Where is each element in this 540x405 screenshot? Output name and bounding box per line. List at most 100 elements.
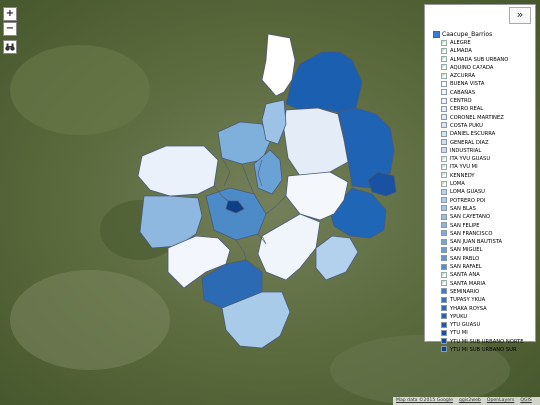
legend-item: GENERAL DIAZ bbox=[441, 139, 524, 147]
barrio-region[interactable] bbox=[283, 107, 349, 177]
attribution-link[interactable]: OpenLayers bbox=[486, 398, 515, 403]
legend-item: ALEGRE bbox=[441, 39, 524, 47]
legend-item: ALMADA bbox=[441, 47, 524, 55]
legend-swatch bbox=[441, 139, 447, 146]
attribution-link[interactable]: Map data ©2015 Google bbox=[396, 398, 453, 403]
legend-swatch bbox=[441, 147, 447, 154]
legend-item: LOMA bbox=[441, 180, 524, 188]
legend-item: SANTA ANA bbox=[441, 271, 524, 279]
barrios-layer bbox=[137, 33, 397, 349]
legend-label: SAN BLAS bbox=[450, 205, 476, 212]
legend-item: SANTA MARIA bbox=[441, 280, 524, 288]
barrio-region[interactable] bbox=[205, 187, 267, 241]
legend-label: KENNEDY bbox=[450, 172, 475, 179]
legend-label: TUPASY YKUA bbox=[450, 297, 486, 304]
zoom-in-button[interactable]: + bbox=[3, 7, 17, 21]
legend-swatch bbox=[441, 105, 447, 112]
legend-item: SEMINARIO bbox=[441, 288, 524, 296]
terrain-patch bbox=[10, 45, 150, 135]
broken-image-icon bbox=[441, 180, 447, 187]
legend-swatch bbox=[441, 114, 447, 121]
legend-swatch bbox=[441, 213, 447, 220]
legend-label: SAN MIGUEL bbox=[450, 247, 483, 254]
legend-swatch bbox=[441, 313, 447, 320]
legend-item: SAN CAYETANO bbox=[441, 213, 524, 221]
broken-image-icon bbox=[441, 280, 447, 287]
barrio-region[interactable] bbox=[285, 171, 349, 221]
legend-label: POTRERO POI bbox=[450, 197, 486, 204]
legend-item: CABAÑAS bbox=[441, 89, 524, 97]
legend-item: SAN BLAS bbox=[441, 205, 524, 213]
broken-image-icon bbox=[441, 72, 447, 79]
attribution-link[interactable]: qgis2web bbox=[458, 398, 481, 403]
barrio-region[interactable] bbox=[217, 121, 271, 165]
legend-label: YHAKA ROYSA bbox=[450, 305, 487, 312]
barrio-region[interactable] bbox=[261, 33, 296, 97]
map-attribution: Map data ©2015 Google qgis2web OpenLayers Q… bbox=[393, 397, 540, 405]
legend-item: LOMA GUASU bbox=[441, 188, 524, 196]
legend-item: SAN PABLO bbox=[441, 255, 524, 263]
legend-label: AQUINO CA?ADA bbox=[450, 64, 494, 71]
legend-label: SAN JUAN BAUTISTA bbox=[450, 239, 503, 246]
barrio-region[interactable] bbox=[337, 107, 395, 189]
legend-item: SAN JUAN BAUTISTA bbox=[441, 238, 524, 246]
legend-swatch bbox=[441, 338, 447, 345]
attribution-link[interactable]: QGIS bbox=[520, 398, 532, 403]
legend-swatch bbox=[441, 205, 447, 212]
broken-image-icon bbox=[441, 64, 447, 71]
legend-item: CENTRO bbox=[441, 97, 524, 105]
barrio-region[interactable] bbox=[225, 200, 245, 214]
legend-label: DANIEL ESCURRA bbox=[450, 131, 496, 138]
legend-label: COSTA PUKU bbox=[450, 122, 483, 129]
barrio-region[interactable] bbox=[221, 291, 291, 349]
barrio-region[interactable] bbox=[139, 195, 203, 249]
legend-swatch bbox=[441, 89, 447, 96]
legend-item: BUENA VISTA bbox=[441, 80, 524, 88]
broken-image-icon bbox=[441, 172, 447, 179]
legend-swatch bbox=[441, 305, 447, 311]
legend-swatch bbox=[441, 130, 447, 137]
legend-swatch bbox=[441, 197, 447, 204]
layer-switcher-panel: » Caacupe_Barrios ALEGRE ALMADA ALMADA SUB… bbox=[424, 4, 536, 353]
zoom-out-button[interactable]: − bbox=[3, 22, 17, 36]
legend-label: SAN RAFAEL bbox=[450, 264, 482, 271]
barrio-region[interactable] bbox=[261, 99, 287, 145]
legend-label: BUENA VISTA bbox=[450, 81, 485, 88]
legend-item: POTRERO POI bbox=[441, 197, 524, 205]
broken-image-icon bbox=[441, 155, 447, 162]
legend-swatch bbox=[441, 122, 447, 129]
broken-image-icon bbox=[441, 39, 447, 46]
barrio-region[interactable] bbox=[315, 235, 359, 281]
legend-swatch bbox=[441, 188, 447, 195]
legend-item: ITA YVU MI bbox=[441, 163, 524, 171]
legend-swatch bbox=[441, 255, 447, 262]
legend-item: CERRO REAL bbox=[441, 105, 524, 113]
legend-swatch bbox=[441, 346, 447, 353]
legend-item: YTU MI SUB URBANO SUR bbox=[441, 346, 524, 354]
legend-label: YTU MI bbox=[450, 330, 468, 337]
legend-label: SANTA ANA bbox=[450, 272, 480, 279]
binoculars-icon[interactable] bbox=[3, 40, 17, 54]
barrio-region[interactable] bbox=[257, 213, 321, 281]
legend-item: SAN RAFAEL bbox=[441, 263, 524, 271]
legend-swatch bbox=[441, 238, 447, 245]
legend-swatch bbox=[441, 222, 447, 229]
legend-swatch bbox=[441, 288, 447, 295]
legend-item: KENNEDY bbox=[441, 172, 524, 180]
barrio-region[interactable] bbox=[137, 145, 219, 197]
legend-item: YHAKA ROYSA bbox=[441, 305, 524, 313]
broken-image-icon bbox=[441, 47, 447, 54]
collapse-panel-button[interactable]: » bbox=[509, 7, 531, 24]
legend-item: AQUINO CA?ADA bbox=[441, 64, 524, 72]
layer-toggle[interactable]: Caacupe_Barrios bbox=[433, 31, 492, 38]
legend-label: YTU GUASU bbox=[450, 322, 481, 329]
legend-item: SAN FELIPE bbox=[441, 222, 524, 230]
legend-item: SAN FRANCISCO bbox=[441, 230, 524, 238]
layer-checkbox[interactable] bbox=[433, 31, 440, 38]
legend-label: CORONEL MARTINEZ bbox=[450, 114, 504, 121]
legend-item: ITA YVU GUASU bbox=[441, 155, 524, 163]
broken-image-icon bbox=[441, 56, 447, 63]
legend-label: SAN PABLO bbox=[450, 255, 480, 262]
legend-item: DANIEL ESCURRA bbox=[441, 130, 524, 138]
barrio-region[interactable] bbox=[367, 171, 397, 197]
